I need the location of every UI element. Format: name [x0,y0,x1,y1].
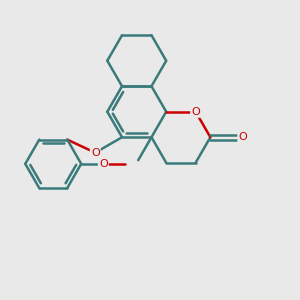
Text: O: O [191,107,200,117]
Text: O: O [238,132,247,142]
Text: O: O [91,148,100,158]
Text: O: O [99,159,108,169]
